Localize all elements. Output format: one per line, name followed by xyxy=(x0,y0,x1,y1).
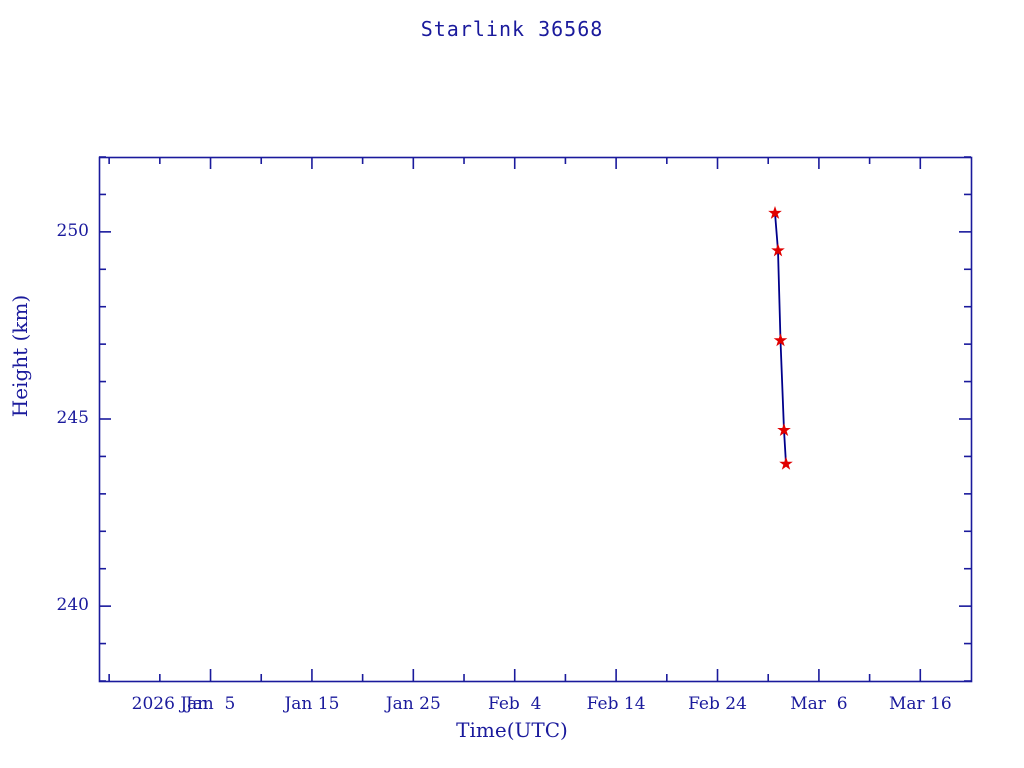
x-tick-label: Mar 6 xyxy=(790,694,848,714)
data-series-height xyxy=(768,205,793,470)
x-axis-tick-labels: 2026 Jan Jan 5 Jan 15 Jan 25 Feb 4 Feb 14 Feb … xyxy=(0,694,1024,724)
data-point-marker xyxy=(771,243,785,257)
data-point-marker xyxy=(768,205,782,219)
y-tick-label: 240 xyxy=(56,595,89,616)
y-tick-marks xyxy=(99,156,971,682)
x-tick-label: Feb 4 xyxy=(488,694,542,714)
x-axis-title: Time(UTC) xyxy=(456,718,568,742)
x-tick-label: Jan 25 xyxy=(385,694,441,714)
data-point-marker xyxy=(779,456,793,470)
x-tick-label: Feb 14 xyxy=(586,694,646,714)
y-tick-label: 245 xyxy=(56,408,89,428)
axes-frame xyxy=(98,156,973,683)
data-point-marker xyxy=(777,423,791,437)
page-title: Starlink 36568 xyxy=(420,17,604,41)
x-tick-marks xyxy=(108,157,922,681)
x-tick-label: Feb 24 xyxy=(688,694,747,714)
y-tick-label: 250 xyxy=(56,220,89,241)
x-tick-label: 2026 Jan xyxy=(131,694,209,714)
y-axis-tick-labels: 240 245 250 xyxy=(27,0,89,768)
x-tick-label: Jan 15 xyxy=(284,694,340,714)
data-point-marker xyxy=(773,333,788,347)
x-tick-label: Mar 16 xyxy=(888,694,952,714)
x-tick-label: Jan 5 xyxy=(185,694,236,714)
